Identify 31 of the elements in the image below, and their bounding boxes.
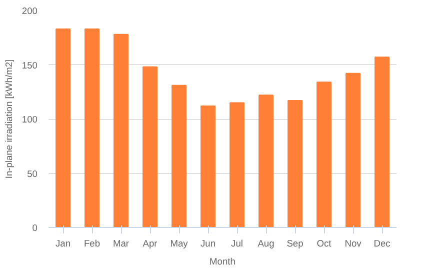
bar: [84, 28, 100, 228]
y-tick-label: 50: [27, 168, 38, 179]
x-tick-label: Jul: [231, 238, 243, 248]
x-tick-label: Nov: [344, 238, 362, 248]
bar: [114, 34, 128, 228]
y-tick-label: 0: [32, 223, 38, 233]
bar: [230, 102, 244, 228]
y-tick-label: 150: [22, 60, 38, 70]
x-tick-label: Apr: [142, 238, 158, 248]
x-tick-label: Jan: [55, 238, 71, 248]
y-axis-title: In-plane irradiation [kWh/m2]: [4, 59, 14, 179]
x-tick-label: Dec: [374, 238, 391, 248]
x-tick-label: Sep: [286, 238, 304, 248]
y-tick-label: 200: [22, 6, 38, 16]
bar: [200, 105, 216, 228]
bar: [56, 28, 70, 228]
x-axis-title: Month: [210, 256, 236, 266]
bar: [374, 56, 390, 228]
x-tick-label: Feb: [84, 238, 100, 248]
x-tick-label: Mar: [112, 238, 130, 248]
bar: [172, 84, 186, 228]
bar: [142, 66, 158, 228]
bar: [258, 94, 274, 228]
x-tick-label: Jun: [200, 238, 216, 248]
y-tick-label: 100: [22, 114, 38, 124]
x-tick-label: Aug: [258, 238, 274, 248]
x-tick-label: May: [170, 238, 188, 248]
x-tick-label: Oct: [316, 238, 332, 248]
bar: [316, 82, 332, 228]
bar: [288, 100, 302, 228]
bar: [346, 72, 360, 228]
